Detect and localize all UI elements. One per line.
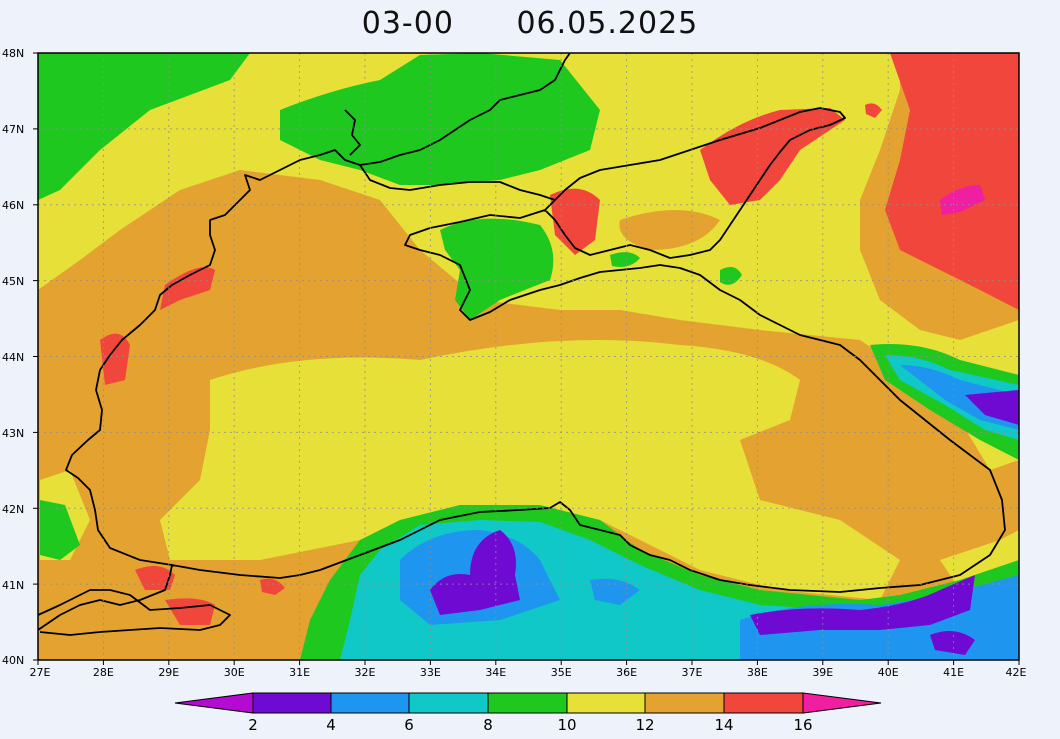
lat-label: 43N — [2, 427, 24, 440]
colorbar-above — [802, 692, 882, 714]
colorbar-below — [174, 692, 254, 714]
lat-label: 41N — [2, 579, 24, 592]
colorbar-label: 4 — [326, 716, 336, 734]
colorbar-6-8 — [408, 692, 489, 714]
colorbar-12-14 — [644, 692, 725, 714]
lon-label: 39E — [812, 666, 833, 679]
lon-label: 36E — [616, 666, 637, 679]
map-title: 03-00 06.05.2025 — [0, 6, 1060, 41]
lat-label: 40N — [2, 654, 24, 667]
lon-label: 32E — [355, 666, 376, 679]
lon-label: 40E — [878, 666, 899, 679]
field-2-4 — [430, 390, 1019, 655]
lat-label: 45N — [2, 275, 24, 288]
lon-label: 38E — [747, 666, 768, 679]
lon-label: 37E — [682, 666, 703, 679]
lat-label: 44N — [2, 351, 24, 364]
colorbar-4-6 — [330, 692, 410, 714]
lon-label: 41E — [943, 666, 964, 679]
colorbar-10-12 — [566, 692, 646, 714]
plot-area — [38, 53, 1019, 660]
colorbar-label: 6 — [404, 716, 414, 734]
coastline-west — [65, 53, 571, 566]
gridlines — [38, 53, 1019, 660]
lon-label: 33E — [420, 666, 441, 679]
colorbar — [174, 692, 882, 714]
lon-label: 28E — [93, 666, 114, 679]
lat-label: 46N — [2, 199, 24, 212]
coastline-main — [38, 107, 1006, 631]
colorbar-label: 16 — [793, 716, 812, 734]
colorbar-2-4 — [252, 692, 332, 714]
lon-label: 29E — [158, 666, 179, 679]
colorbar-labels: 2 4 6 8 10 12 14 16 — [248, 716, 812, 734]
lat-label: 48N — [2, 47, 24, 60]
coastline-azov — [359, 164, 556, 201]
axis-ticks — [33, 52, 1020, 665]
lon-label: 31E — [289, 666, 310, 679]
lon-label: 42E — [1006, 666, 1027, 679]
lat-label: 47N — [2, 123, 24, 136]
lon-label: 30E — [224, 666, 245, 679]
lon-label: 34E — [485, 666, 506, 679]
field-above-16 — [940, 185, 985, 215]
lat-labels: 48N 47N 46N 45N 44N 43N 42N 41N 40N — [2, 47, 24, 667]
forecast-time: 03-00 — [361, 6, 454, 41]
colorbar-8-10 — [487, 692, 568, 714]
colorbar-label: 2 — [248, 716, 258, 734]
forecast-date: 06.05.2025 — [516, 6, 699, 41]
coastline-river — [344, 109, 361, 156]
lat-label: 42N — [2, 503, 24, 516]
lon-label: 35E — [551, 666, 572, 679]
colorbar-label: 8 — [483, 716, 493, 734]
coastline-bosphorus — [38, 589, 231, 636]
colorbar-label: 14 — [714, 716, 733, 734]
coastline — [38, 53, 1006, 636]
field-14-16 — [100, 53, 1019, 625]
colorbar-label: 10 — [557, 716, 576, 734]
colorbar-label: 12 — [635, 716, 654, 734]
lon-label: 27E — [30, 666, 51, 679]
colorbar-14-16 — [723, 692, 804, 714]
lon-labels: 27E 28E 29E 30E 31E 32E 33E 34E 35E 36E … — [30, 666, 1027, 679]
